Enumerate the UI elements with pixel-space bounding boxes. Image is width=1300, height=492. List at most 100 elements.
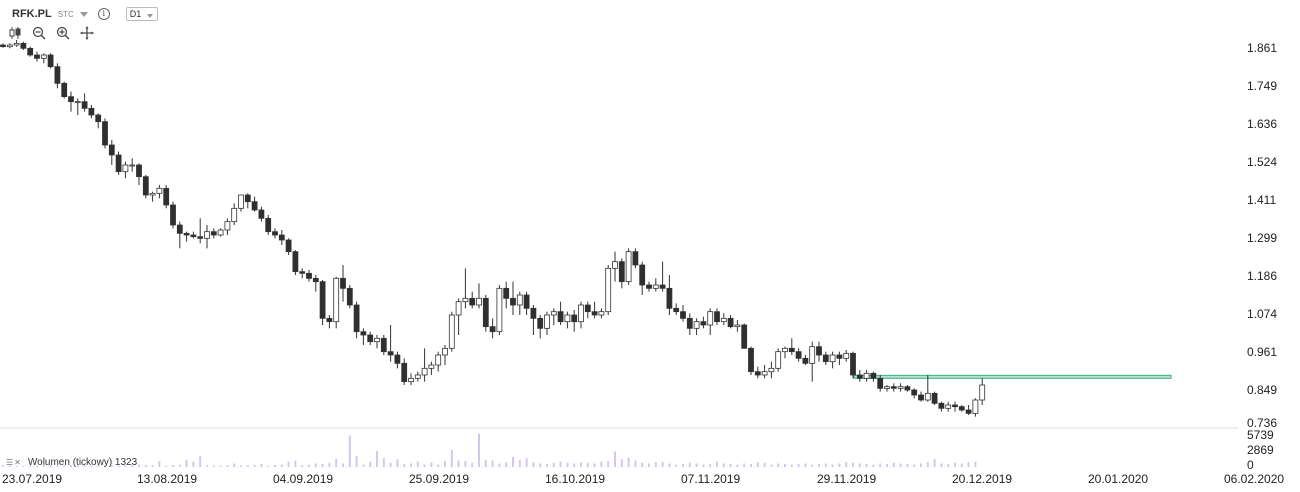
candle-body [455,301,462,316]
volume-bar [763,462,766,467]
volume-bar [518,459,521,467]
candle-body [13,42,20,46]
candle-body [693,321,700,329]
candle-body [74,101,81,104]
timeframe-select[interactable]: D1 [125,7,159,21]
candle-body [618,261,625,283]
volume-bar [376,451,378,467]
volume-panel-controls-icon[interactable]: ☰✕ [6,458,22,467]
volume-bar [661,461,664,467]
candle-body [537,317,544,329]
volume-bar [940,463,943,467]
candle-body [40,54,47,59]
candle-body [68,96,74,103]
volume-tick: 0 [1247,458,1254,472]
volume-bar [110,465,113,467]
volume-bar [797,464,800,467]
volume-bar [212,465,215,467]
volume-bar [29,465,32,467]
volume-bar [172,465,174,467]
date-tick: 20.01.2020 [1088,472,1149,486]
candle-body [231,207,238,223]
volume-bar [138,464,140,467]
volume-bar [464,461,467,467]
date-tick: 16.10.2019 [545,472,606,486]
volume-bar [539,463,542,467]
volume-bar [403,464,406,467]
candle-body [700,321,707,326]
volume-bar [70,464,72,467]
candle-body [326,317,333,323]
volume-bar [457,460,460,467]
volume-bar [648,463,650,467]
candle-body [550,311,557,316]
candle-body [115,154,122,173]
candle-body [462,297,469,303]
candle-body [836,354,843,359]
candle-body [102,121,108,146]
candle-body [612,261,618,269]
volume-bar [478,433,480,467]
candle-body [163,187,170,206]
candle-body [958,406,965,411]
pan-crosshair-icon[interactable] [80,26,94,40]
date-tick: 23.07.2019 [2,472,63,486]
volume-bar [49,465,52,467]
volume-bar [906,464,909,467]
price-tick: 0.849 [1247,383,1278,397]
volume-bar [321,464,324,467]
price-tick: 1.861 [1247,41,1278,55]
volume-bar [97,464,100,467]
candle-body [924,392,931,401]
symbol-label[interactable]: RFK.PL [12,8,52,20]
candle-body [802,357,809,364]
zoom-in-icon[interactable] [56,26,70,40]
volume-bar [185,459,188,467]
candle-body [782,347,788,353]
candle-body [850,352,856,376]
candle-body [516,294,523,306]
volume-bar [614,451,616,467]
volume-bar [253,464,256,467]
candle-body [387,351,394,356]
volume-bar [2,465,4,467]
volume-bar [63,465,66,467]
date-tick: 07.11.2019 [681,472,741,486]
candle-body [374,337,380,343]
candle-body [6,44,13,48]
candle-body [931,392,938,404]
volume-bar [573,463,576,467]
candle-body [510,297,516,306]
candle-body [401,362,408,383]
volume-bar [913,464,916,467]
volume-bar [342,463,344,467]
candlestick-type-icon[interactable] [8,26,22,40]
volume-bar [144,464,147,467]
volume-bar [824,463,827,467]
volume-bar [756,462,759,467]
volume-bar [471,462,474,467]
candle-body [591,311,598,316]
volume-bar [688,462,691,467]
info-icon[interactable]: i [97,8,110,20]
candle-body [952,404,958,408]
candle-body [367,334,374,343]
volume-bar [219,465,222,467]
volume-bar [580,462,582,467]
volume-label: Wolumen (tickowy) 1323 [27,457,138,468]
candle-body [727,317,734,328]
volume-bar [280,464,283,467]
candle-body [353,304,360,333]
volume-bar [22,465,25,467]
volume-bar [274,464,276,467]
volume-bar [620,459,623,467]
chevron-down-icon[interactable] [79,11,88,17]
zoom-out-icon[interactable] [32,26,46,40]
volume-bar [423,464,426,467]
candle-body [95,114,102,123]
volume-bar [695,463,698,467]
volume-bar [586,462,589,467]
candle-body [149,192,156,196]
candle-body [904,386,911,391]
